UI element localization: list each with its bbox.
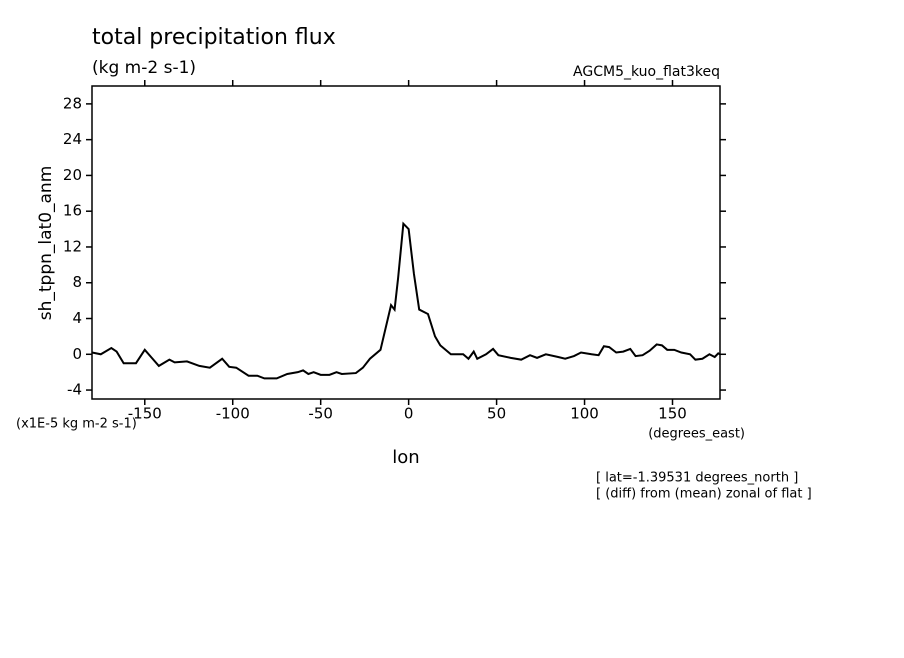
x-tick-label: 0 xyxy=(404,405,414,423)
x-tick-label: -100 xyxy=(216,405,250,423)
y-tick-label: 0 xyxy=(72,345,82,363)
chart-title: total precipitation flux xyxy=(92,25,336,50)
data-line xyxy=(91,221,721,380)
y-tick-label: 8 xyxy=(72,273,82,291)
y-unit: (x1E-5 kg m-2 s-1) xyxy=(16,417,137,432)
chart-subtitle: (kg m-2 s-1) xyxy=(92,58,196,78)
x-tick-label: -50 xyxy=(308,405,333,423)
y-tick-label: 24 xyxy=(63,130,82,148)
y-tick-label: 28 xyxy=(63,94,82,112)
y-tick-label: 16 xyxy=(63,202,82,220)
annotation: [ lat=-1.39531 degrees_north ] xyxy=(596,471,798,486)
y-tick-label: 12 xyxy=(63,237,82,255)
x-tick-label: 150 xyxy=(658,405,687,423)
x-tick-label: 50 xyxy=(487,405,506,423)
y-tick-label: 4 xyxy=(72,309,82,327)
x-tick-label: 100 xyxy=(570,405,599,423)
x-unit: (degrees_east) xyxy=(648,427,745,442)
y-tick-label: -4 xyxy=(67,381,82,399)
experiment-label: AGCM5_kuo_flat3keq xyxy=(573,64,720,80)
y-axis-label: sh_tppn_lat0_anm xyxy=(36,166,56,321)
annotation: [ (diff) from (mean) zonal of flat ] xyxy=(596,487,812,502)
x-axis-label: lon xyxy=(392,447,419,468)
x-tick-label: -150 xyxy=(128,405,162,423)
y-tick-label: 20 xyxy=(63,166,82,184)
plot-frame xyxy=(91,85,721,400)
